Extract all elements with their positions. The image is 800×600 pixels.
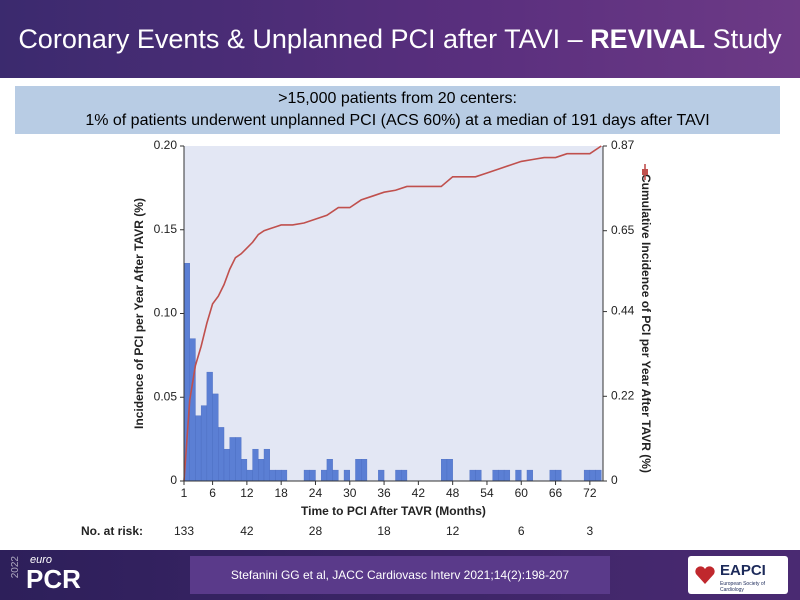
x-tick-label: 36	[377, 486, 391, 500]
bar	[326, 459, 333, 482]
header: Coronary Events & Unplanned PCI after TA…	[0, 0, 800, 78]
bar	[446, 459, 453, 482]
title: Study	[705, 24, 782, 54]
bar	[189, 338, 196, 482]
bar	[320, 469, 328, 482]
x-tick-label: 18	[274, 486, 288, 500]
at-risk-value: 6	[518, 524, 525, 538]
bar	[583, 469, 591, 482]
at-risk-value: 28	[309, 524, 323, 538]
bar	[498, 469, 505, 482]
partner-sub: European Society of Cardiology	[720, 581, 766, 593]
x-tick-label: 60	[515, 486, 529, 500]
cumulative-line	[183, 145, 602, 482]
logo-year: 2022	[10, 556, 21, 579]
bar	[492, 469, 499, 482]
bar	[361, 459, 368, 482]
bar	[275, 469, 282, 482]
bar	[206, 371, 213, 482]
y2-axis-label: Cumulative Incidence of PCI per Year Aft…	[639, 174, 653, 473]
bar	[475, 469, 482, 482]
at-risk-value: 18	[377, 524, 391, 538]
at-risk-value: 133	[174, 524, 194, 538]
bar	[229, 437, 236, 482]
bar	[200, 405, 208, 482]
chart: 0 0.05 0.10 0.15 0.20 0 0.22 0.44 0.65 0.87 1 6 12 18…	[81, 138, 653, 538]
x-tick-label: 6	[209, 486, 216, 500]
bar	[246, 469, 253, 482]
bar	[503, 469, 511, 482]
x-tick-label: 12	[240, 486, 254, 500]
bar	[515, 469, 522, 482]
bar	[355, 459, 362, 482]
y2-tick-label: 0.22	[611, 388, 635, 402]
title-bold: REVIVAL	[590, 24, 706, 54]
y2-tick-label: 0.44	[611, 304, 635, 318]
x-tick-label: 30	[343, 486, 357, 500]
y-tick-label: 0.20	[154, 138, 178, 152]
bar	[240, 459, 248, 482]
bar	[469, 469, 476, 482]
bar	[309, 469, 316, 482]
x-tick-label: 48	[446, 486, 460, 500]
bar	[526, 469, 533, 482]
at-risk-label: No. at risk:	[81, 524, 143, 538]
summary-line: 1% of patients underwent unplanned PCI (…	[85, 112, 710, 129]
bar	[378, 469, 385, 482]
y-axis-label: Incidence of PCI per Year After TAVR (%)	[132, 198, 146, 429]
bar	[589, 469, 596, 482]
bar	[235, 437, 242, 482]
bar	[223, 448, 230, 482]
x-axis-label: Time to PCI After TAVR (Months)	[301, 504, 486, 518]
bar	[595, 469, 602, 482]
at-risk-value: 42	[240, 524, 254, 538]
citation: Stefanini GG et al, JACC Cardiovasc Inte…	[190, 556, 610, 594]
bar	[401, 469, 408, 482]
x-tick-label: 72	[583, 486, 597, 500]
heart-icon	[695, 566, 715, 584]
x-tick-label: 54	[480, 486, 494, 500]
bar	[195, 415, 202, 482]
plot-area	[184, 146, 603, 481]
logo-small: euro	[30, 554, 53, 566]
y2-tick-label: 0.65	[611, 223, 635, 237]
title: Coronary Events & Unplanned PCI after TA…	[18, 24, 591, 54]
bar	[218, 427, 225, 482]
y2-tick-label: 0	[611, 473, 618, 487]
bar	[212, 393, 219, 482]
bar	[343, 469, 350, 482]
bar	[269, 469, 276, 482]
x-tick-label: 1	[181, 486, 188, 500]
partner-logo: EAPCI European Society of Cardiology	[688, 556, 788, 594]
bar	[441, 459, 448, 482]
bar	[555, 469, 562, 482]
summary-box: >15,000 patients from 20 centers: 1% of …	[15, 86, 780, 134]
partner-name: EAPCI	[720, 562, 766, 579]
y-tick-label: 0.10	[154, 306, 178, 320]
bar	[395, 469, 402, 482]
at-risk-value: 3	[587, 524, 594, 538]
x-tick-label: 24	[309, 486, 323, 500]
bar	[303, 469, 310, 482]
x-tick-label: 66	[549, 486, 563, 500]
bar	[549, 469, 556, 482]
bar	[252, 448, 259, 482]
summary-line: >15,000 patients from 20 centers:	[278, 90, 517, 107]
bar	[332, 469, 339, 482]
at-risk-value: 12	[446, 524, 460, 538]
y-tick-label: 0.05	[154, 389, 178, 403]
bar	[258, 459, 265, 482]
bar	[263, 448, 270, 482]
y-tick-label: 0	[170, 473, 177, 487]
y-tick-label: 0.15	[154, 222, 178, 236]
y2-tick-label: 0.87	[611, 138, 635, 152]
bar	[280, 469, 288, 482]
logo-main: PCR	[26, 564, 81, 594]
x-tick-label: 42	[412, 486, 426, 500]
legend-marker	[642, 169, 648, 175]
